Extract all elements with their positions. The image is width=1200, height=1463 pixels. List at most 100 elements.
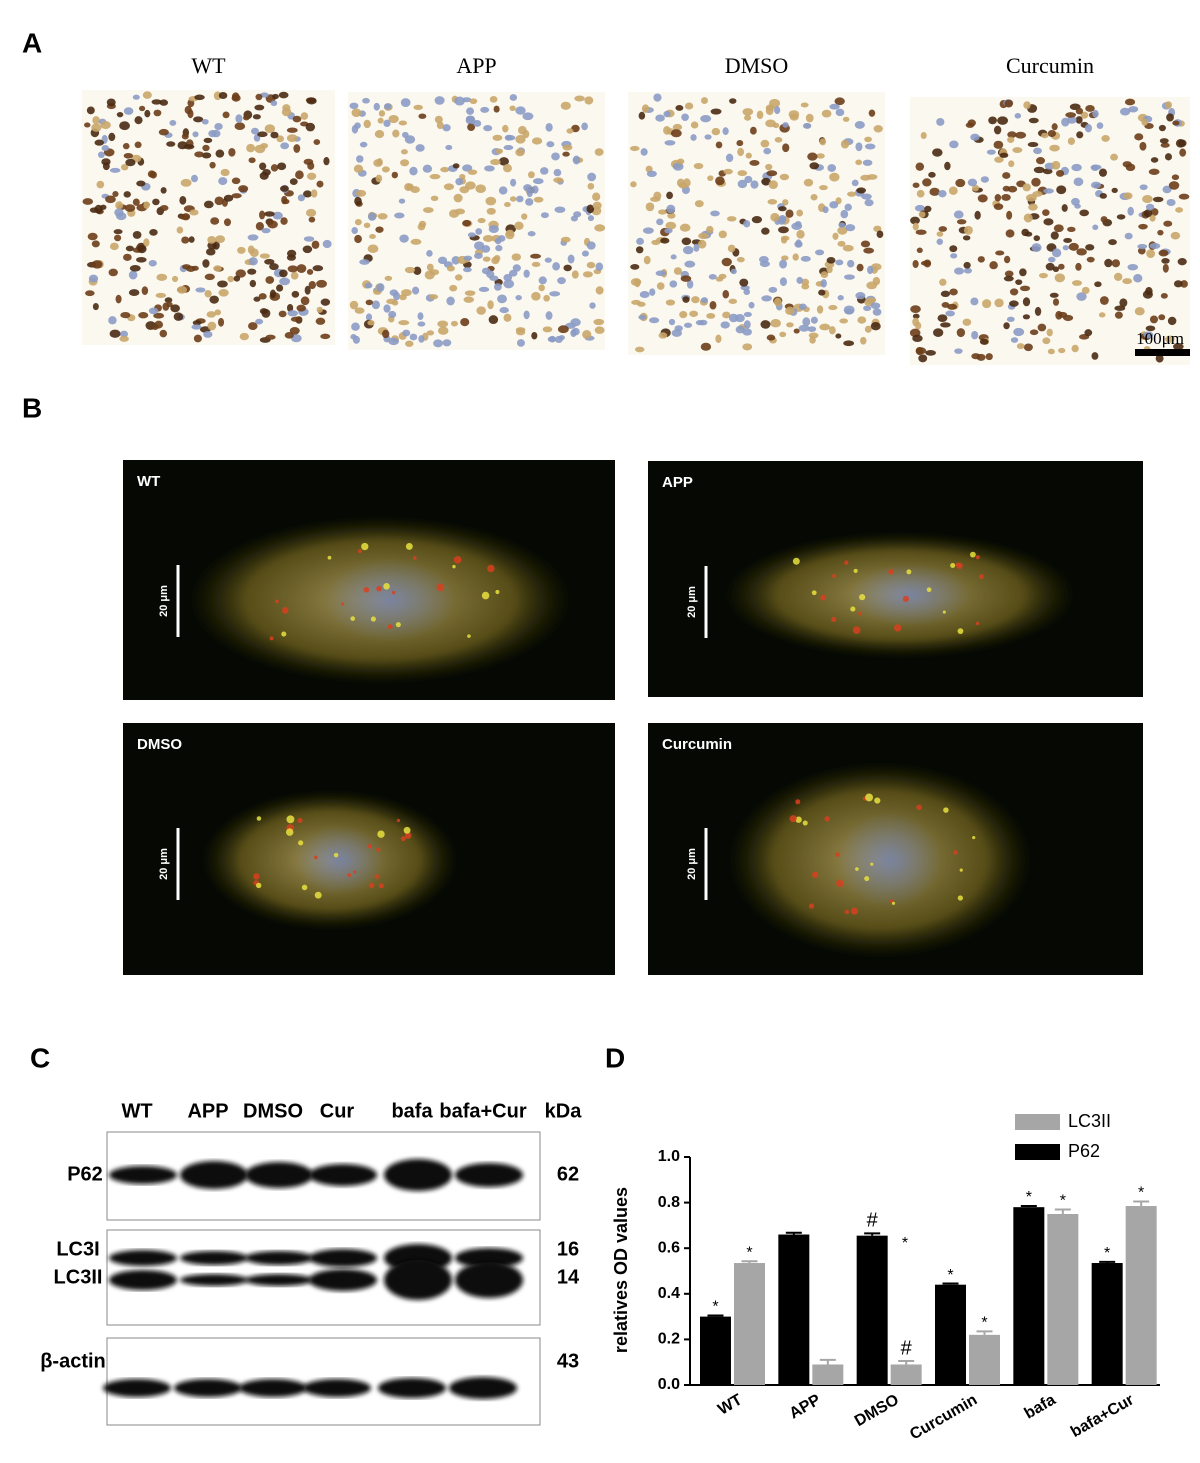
annotation: * — [902, 1235, 908, 1252]
cell — [426, 263, 434, 272]
cell — [664, 140, 676, 146]
cell — [963, 261, 971, 269]
cell — [649, 317, 660, 324]
cell — [466, 107, 475, 115]
cell — [816, 305, 824, 314]
cell — [109, 242, 119, 251]
cell — [106, 98, 116, 107]
kda-label: 62 — [557, 1163, 579, 1185]
significance-marker: * — [1060, 1193, 1066, 1210]
cell — [766, 334, 776, 341]
cell — [1033, 147, 1043, 155]
cell — [132, 198, 140, 206]
cell — [269, 263, 279, 271]
puncta — [487, 564, 495, 573]
cell — [915, 162, 925, 171]
cell — [91, 240, 100, 248]
legend-label: P62 — [1068, 1141, 1100, 1161]
cell — [540, 167, 549, 175]
cell — [1042, 337, 1051, 345]
cell — [367, 244, 379, 254]
cell — [1081, 286, 1090, 294]
puncta — [347, 873, 352, 878]
cell — [323, 157, 330, 166]
cell — [248, 322, 258, 331]
cell — [495, 245, 503, 252]
cell — [743, 311, 752, 317]
significance-marker: * — [712, 1299, 718, 1316]
cell — [1042, 168, 1053, 175]
puncta — [281, 631, 287, 637]
cell — [936, 117, 945, 126]
cell — [630, 263, 640, 270]
cell — [669, 280, 678, 288]
cell — [870, 302, 881, 309]
cell — [954, 267, 965, 275]
cell — [660, 237, 670, 244]
cell — [1160, 293, 1168, 299]
puncta — [809, 903, 815, 909]
cell — [802, 317, 811, 327]
cell — [158, 128, 169, 136]
cell — [1037, 323, 1047, 332]
cell — [1177, 258, 1187, 266]
cell — [306, 268, 314, 275]
cell — [1002, 185, 1011, 192]
cell — [94, 204, 103, 214]
cell — [1075, 116, 1083, 124]
cell — [1104, 258, 1113, 268]
cell — [860, 240, 871, 248]
cell — [259, 253, 270, 259]
cell — [248, 257, 258, 266]
cell — [562, 151, 570, 157]
cell — [264, 124, 276, 134]
cell — [1051, 123, 1058, 131]
cell — [201, 118, 209, 125]
cell — [749, 159, 760, 166]
cell — [638, 111, 646, 120]
cell — [1024, 231, 1033, 237]
cell — [540, 212, 549, 219]
significance-marker: # — [901, 1337, 913, 1359]
puncta — [412, 556, 417, 560]
blot-band — [378, 1378, 446, 1398]
cell — [442, 124, 451, 132]
cell — [1048, 256, 1056, 263]
cell — [781, 255, 789, 261]
cell — [303, 158, 314, 165]
cell — [389, 289, 399, 296]
cell — [866, 297, 877, 303]
cell — [727, 244, 736, 253]
cell — [233, 275, 241, 282]
cell — [1009, 288, 1019, 296]
cell — [1006, 210, 1013, 220]
cell — [1043, 218, 1054, 226]
cell — [1137, 247, 1146, 255]
cell — [827, 164, 837, 172]
cell — [586, 241, 596, 250]
cell — [800, 102, 809, 108]
cell — [462, 164, 473, 172]
cell — [101, 144, 109, 152]
puncta — [795, 799, 801, 805]
cell — [718, 230, 727, 239]
cell — [374, 130, 385, 139]
puncta — [865, 793, 874, 802]
cell — [478, 286, 490, 293]
cell — [1167, 316, 1177, 326]
cell — [835, 108, 845, 117]
puncta — [906, 569, 912, 575]
cell — [706, 313, 716, 319]
cell — [976, 353, 986, 361]
cell — [785, 209, 794, 218]
cell — [592, 192, 601, 202]
cell — [1145, 203, 1155, 211]
x-tick-label: APP — [787, 1391, 824, 1422]
cell — [373, 159, 383, 167]
bar — [969, 1334, 1000, 1385]
cell — [1076, 292, 1087, 301]
cell — [761, 227, 770, 235]
cell — [595, 262, 604, 271]
cell — [655, 114, 665, 122]
cell — [359, 259, 370, 265]
